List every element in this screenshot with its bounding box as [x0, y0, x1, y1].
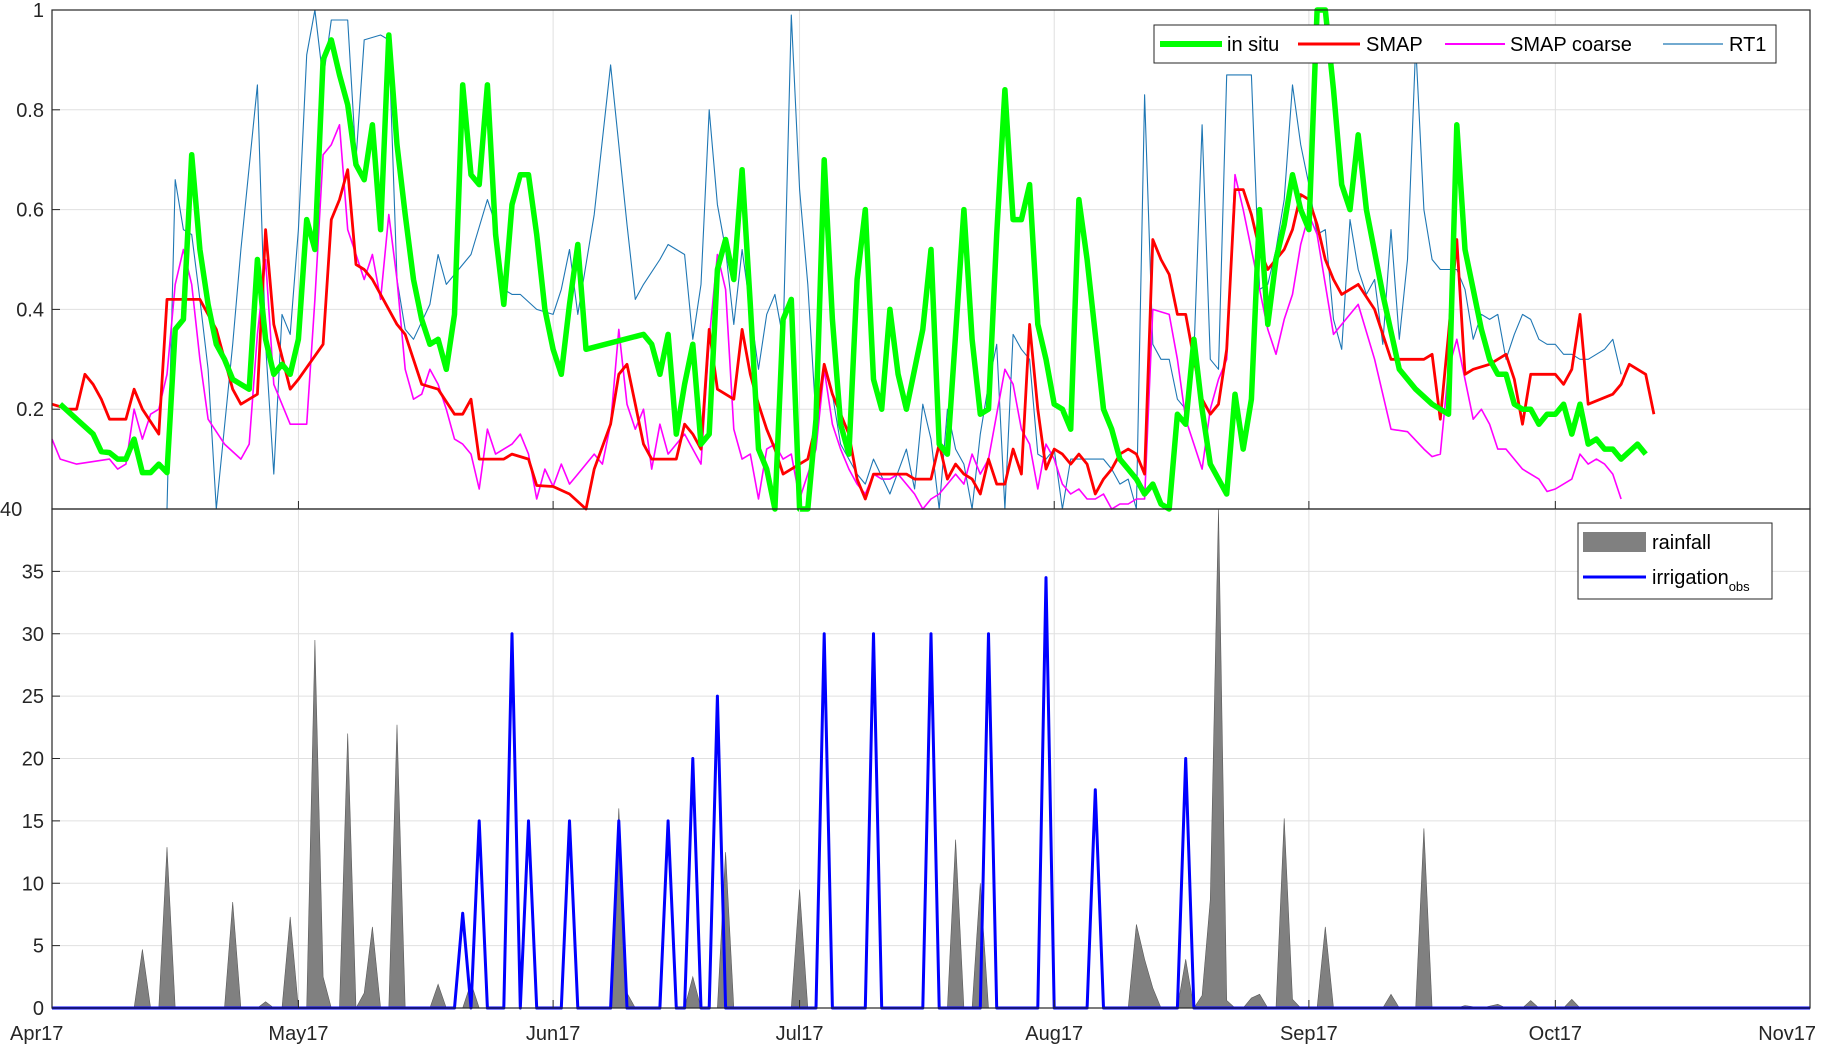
- legend-swatch-rainfall: [1583, 532, 1646, 552]
- legend-label-irrigation-subscript: obs: [1729, 579, 1750, 594]
- bottom-y-tick-label: 20: [22, 749, 44, 771]
- legend-label-in-situ: in situ: [1227, 34, 1279, 56]
- top-series-group: [51, 7, 1656, 512]
- top-y-tick-label: 0.8: [16, 100, 44, 122]
- x-tick-label: Jul17: [776, 1023, 824, 1045]
- x-tick-label: Apr17: [10, 1023, 63, 1045]
- legend-label-smap-coarse: SMAP coarse: [1510, 34, 1632, 56]
- bottom-water-input-axes: 0 5 10 15 20 25 30 35 Apr17 May17 Jun17 Jul17 Aug17…: [10, 508, 1816, 1045]
- top-y-tick-label: 0.2: [16, 399, 44, 421]
- irrigation-line: [52, 576, 1810, 1010]
- bottom-legend: rainfall irrigationobs: [1577, 522, 1773, 600]
- x-tick-label: May17: [268, 1023, 328, 1045]
- legend-label-rainfall: rainfall: [1652, 532, 1711, 554]
- bottom-y-tick-label: 30: [22, 624, 44, 646]
- bottom-y-tick-label: 15: [22, 811, 44, 833]
- top-y-ticks: 0.2 0.4 0.6 0.8 1: [16, 0, 60, 421]
- x-ticks: Apr17 May17 Jun17 Jul17 Aug17 Sep17 Oct17 Nov17: [10, 1000, 1816, 1045]
- x-tick-label: Oct17: [1529, 1023, 1582, 1045]
- x-tick-label: Aug17: [1025, 1023, 1083, 1045]
- legend-label-irrigation-main: irrigation: [1652, 567, 1729, 589]
- legend-label-irrigation: irrigationobs: [1652, 567, 1750, 594]
- bottom-y-tick-label: 5: [33, 936, 44, 958]
- series-line-in-situ: [58, 7, 1648, 512]
- bottom-y-tick-label: 35: [22, 561, 44, 583]
- x-tick-label: Sep17: [1280, 1023, 1338, 1045]
- top-y-tick-label: 1: [33, 0, 44, 22]
- bottom-y-tick-label: 10: [22, 873, 44, 895]
- overlap-tick-label: 40: [0, 499, 22, 521]
- x-tick-label: Jun17: [526, 1023, 581, 1045]
- bottom-y-tick-label: 0: [33, 998, 44, 1020]
- top-soil-moisture-axes: 0.2 0.4 0.6 0.8 1 in situ SMAP SMAP coarse R…: [16, 0, 1811, 512]
- series-line-rt1: [166, 9, 1622, 510]
- series-line-smap-coarse: [51, 124, 1622, 510]
- top-y-tick-label: 0.6: [16, 200, 44, 222]
- x-tick-label: Nov17: [1758, 1023, 1816, 1045]
- top-legend: in situ SMAP SMAP coarse RT1: [1153, 24, 1777, 64]
- bottom-y-ticks: 0 5 10 15 20 25 30 35: [22, 561, 60, 1020]
- top-y-tick-label: 0.4: [16, 299, 44, 321]
- legend-label-rt1: RT1: [1729, 34, 1766, 56]
- bottom-y-tick-label: 25: [22, 686, 44, 708]
- legend-label-smap: SMAP: [1366, 34, 1423, 56]
- series-line-smap: [51, 168, 1656, 511]
